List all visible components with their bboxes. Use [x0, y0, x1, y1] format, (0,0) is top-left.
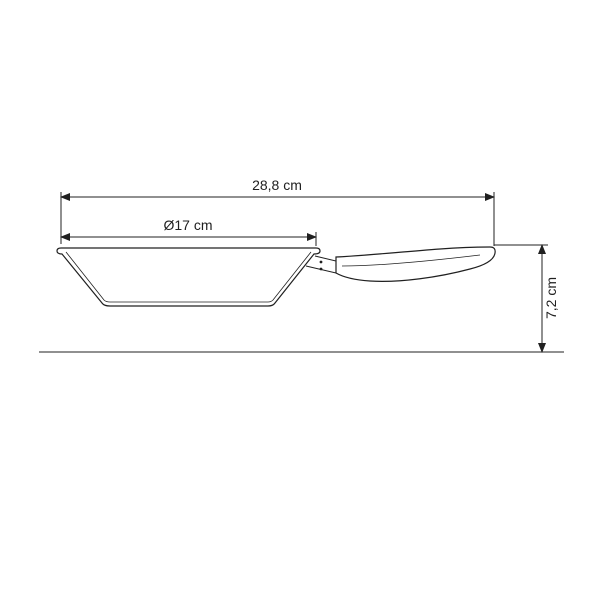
technical-drawing: 28,8 cm Ø17 cm 7,2 cm	[0, 0, 602, 600]
dim-diameter-label: Ø17 cm	[163, 217, 212, 233]
handle-centerline	[342, 255, 480, 266]
handle-rivet-2	[320, 268, 323, 271]
handle-rivet-1	[320, 261, 323, 264]
handle-grip-outline	[336, 247, 495, 281]
pan-inner-lip	[66, 252, 311, 302]
dim-height-label: 7,2 cm	[543, 277, 559, 319]
dim-total-length-label: 28,8 cm	[252, 177, 302, 193]
drawing-svg: 28,8 cm Ø17 cm 7,2 cm	[0, 0, 602, 600]
pan-body-outline	[57, 248, 320, 306]
